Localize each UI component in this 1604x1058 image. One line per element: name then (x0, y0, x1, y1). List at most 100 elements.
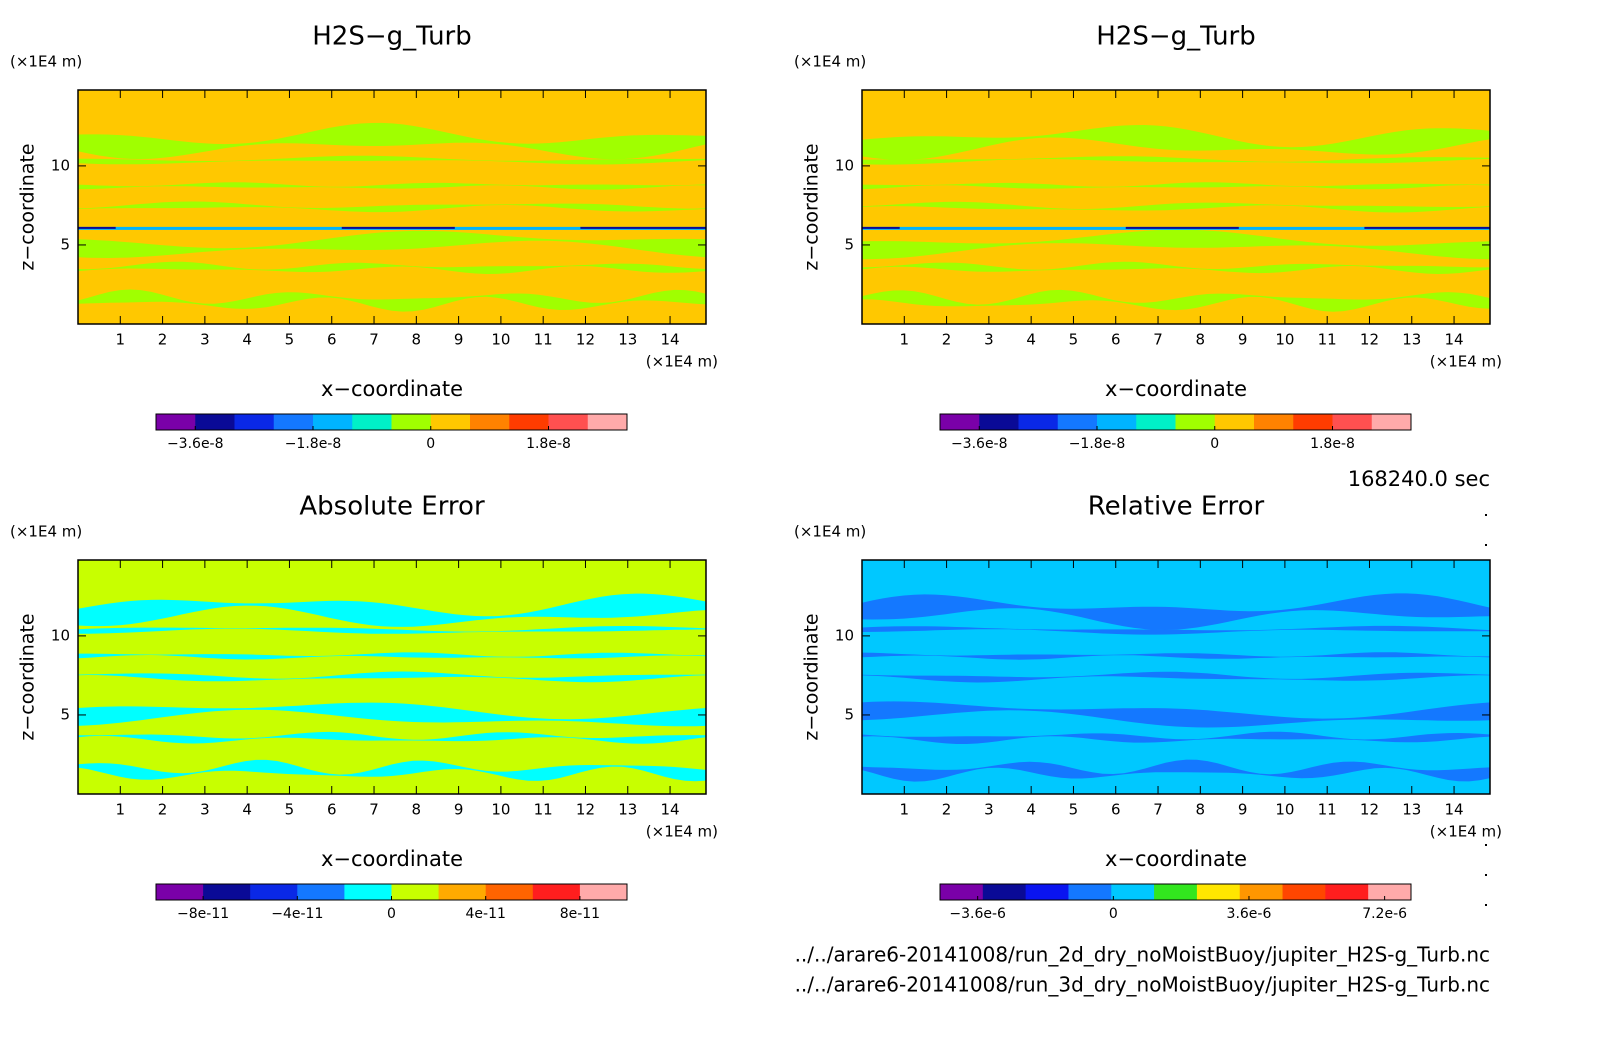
y-axis-title: z−coordinate (17, 613, 39, 740)
field-band (862, 229, 1490, 260)
colorbar-segment (509, 414, 549, 430)
x-tick-label: 5 (1069, 801, 1079, 819)
colorbar-segment (1239, 884, 1284, 900)
dots (1485, 514, 1487, 906)
field-band (1364, 226, 1490, 229)
x-tick-label: 13 (1402, 801, 1421, 819)
field-band (862, 593, 1490, 630)
colorbar-frame (939, 883, 1412, 901)
field-band (341, 226, 455, 229)
field-band (862, 652, 1490, 660)
colorbar-segment (156, 884, 204, 900)
x-tick-label: 12 (576, 801, 595, 819)
colorbar-segment (470, 414, 510, 430)
colorbar-tick-label: 3.6e-6 (1227, 906, 1272, 922)
colorbar-segment (532, 884, 581, 900)
y-unit: (×1E4 m) (10, 523, 82, 541)
colorbar-segment (352, 414, 392, 430)
field-band (862, 156, 1490, 165)
x-tick-label: 11 (1318, 331, 1337, 349)
x-tick-label: 4 (1026, 331, 1036, 349)
x-tick-label: 1 (116, 331, 126, 349)
field-band (78, 226, 116, 229)
colorbar-segment (548, 414, 589, 430)
colorbar-segment (587, 414, 628, 430)
colorbar-segment (1371, 414, 1412, 430)
x-axis-title: x−coordinate (321, 847, 463, 871)
colorbar-segment (391, 884, 440, 900)
field-band (78, 289, 706, 312)
colorbar-tick-label: 7.2e-6 (1362, 906, 1407, 922)
colorbar-segment (1196, 884, 1241, 900)
x-tick-label: 14 (1445, 801, 1464, 819)
x-tick-label: 10 (491, 331, 510, 349)
x-tick-label: 10 (1275, 331, 1294, 349)
y-tick-label: 5 (844, 235, 854, 253)
field-band (862, 201, 1490, 213)
field-band (862, 125, 1490, 160)
chart-title: H2S−g_Turb (1096, 22, 1256, 52)
colorbar-segment (485, 884, 534, 900)
colorbar-segment (156, 414, 196, 430)
file-path: ../../arare6-20141008/run_2d_dry_noMoist… (795, 943, 1490, 967)
x-tick-label: 5 (285, 801, 295, 819)
colorbar-tick-label: −1.8e-8 (1069, 436, 1126, 452)
x-tick-label: 14 (661, 331, 680, 349)
field (78, 90, 706, 324)
colorbar-tick-label: −3.6e-8 (167, 436, 224, 452)
plot-frame (861, 559, 1491, 795)
colorbar-tick-label: −4e-11 (271, 906, 323, 922)
x-tick-label: 5 (285, 331, 295, 349)
x-tick-label: 7 (1153, 801, 1163, 819)
x-axis-title: x−coordinate (1105, 377, 1247, 401)
y-tick-label: 5 (844, 705, 854, 723)
colorbar-tick-label: 0 (1109, 906, 1118, 922)
colorbar-segment (297, 884, 345, 900)
colorbar-tick-label: −1.8e-8 (285, 436, 342, 452)
x-tick-label: 8 (412, 331, 422, 349)
x-tick-label: 4 (242, 801, 252, 819)
y-axis-title: z−coordinate (17, 143, 39, 270)
colorbar-segment (234, 414, 275, 430)
chart-title: Relative Error (1088, 492, 1265, 522)
colorbar-tick-label: −3.6e-6 (949, 906, 1006, 922)
x-tick-label: 3 (984, 331, 994, 349)
x-tick-label: 4 (242, 331, 252, 349)
colorbar-segment (1325, 884, 1369, 900)
x-tick-label: 5 (1069, 331, 1079, 349)
field-band (862, 182, 1490, 190)
colorbar-segment (1293, 414, 1333, 430)
field-band (78, 155, 706, 165)
x-tick-label: 3 (200, 801, 210, 819)
panel: H2S−g_Turb (×1E4 m) (×1E4 m) x−coordinate z−… (794, 22, 1502, 453)
colorbar-segment (250, 884, 298, 900)
x-tick-label: 6 (327, 331, 337, 349)
field-band (862, 701, 1490, 728)
panel: Relative Error (×1E4 m) (×1E4 m) x−coordina… (794, 492, 1502, 923)
x-tick-label: 11 (1318, 801, 1337, 819)
colorbar-segment (391, 414, 432, 430)
colorbar-segment (1097, 414, 1137, 430)
x-tick-label: 13 (618, 801, 637, 819)
x-unit: (×1E4 m) (646, 353, 718, 371)
colorbar-segment (1018, 414, 1059, 430)
colorbar-segment (1175, 414, 1216, 430)
colorbar-segment (940, 414, 980, 430)
x-tick-label: 7 (369, 801, 379, 819)
colorbar-segment (1136, 414, 1176, 430)
x-tick-label: 11 (534, 331, 553, 349)
x-tick-label: 3 (200, 331, 210, 349)
y-axis-title: z−coordinate (801, 143, 823, 270)
colorbar-segment (1068, 884, 1112, 900)
field-band (862, 759, 1490, 782)
colorbar-tick-label: 4e-11 (466, 906, 506, 922)
x-tick-label: 9 (1238, 801, 1248, 819)
y-axis-title: z−coordinate (801, 613, 823, 740)
colorbar-segment (579, 884, 628, 900)
field-band (78, 626, 706, 634)
colorbar-frame (939, 413, 1412, 431)
colorbar-tick-label: 0 (387, 906, 396, 922)
chart-title: Absolute Error (299, 492, 485, 522)
x-tick-label: 6 (1111, 801, 1121, 819)
colorbar-segment (1332, 414, 1373, 430)
